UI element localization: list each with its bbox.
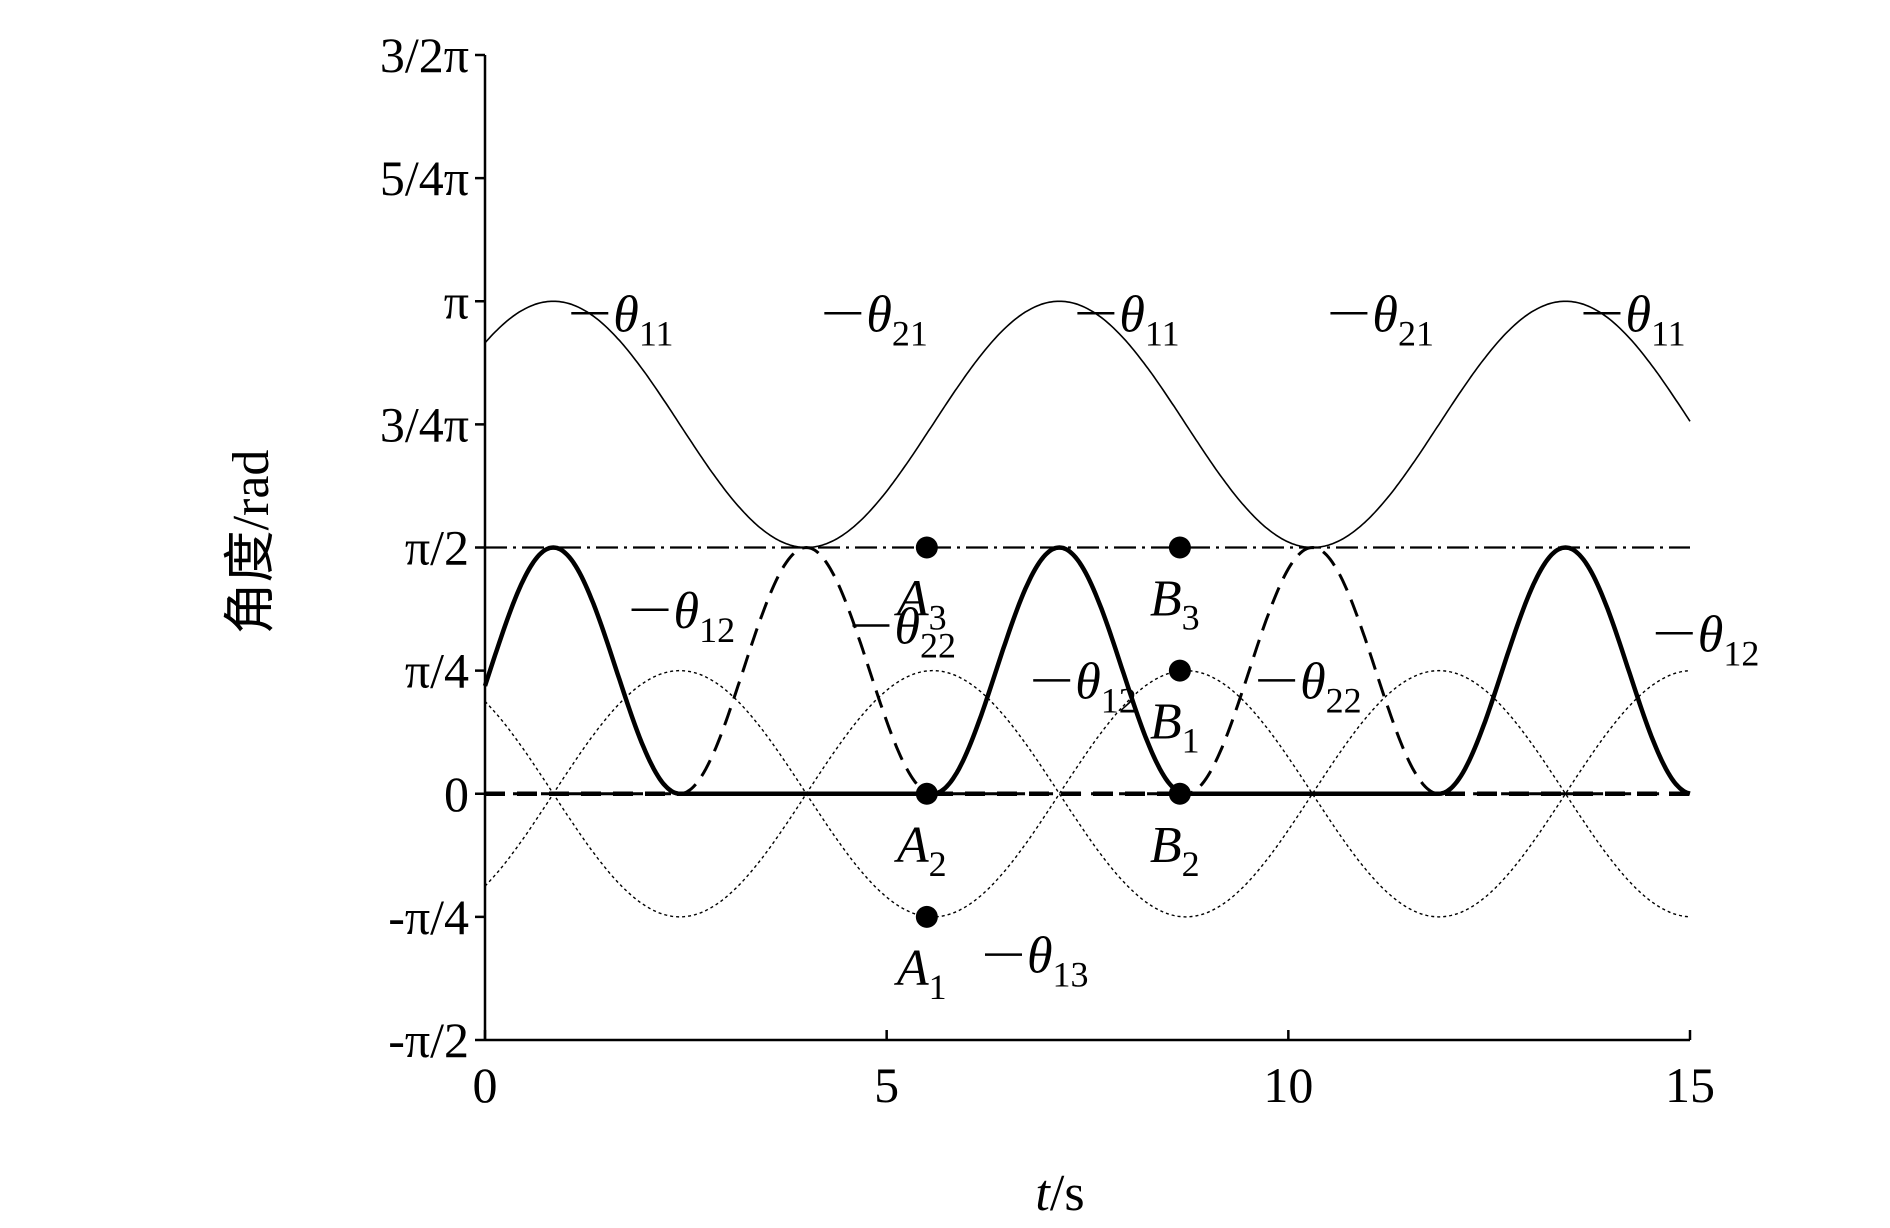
curve-label-theta13: θ13 <box>1027 928 1089 995</box>
curve-label-theta11: θ11 <box>613 286 673 353</box>
series-group <box>482 300 1691 918</box>
x-tick-label: 15 <box>1665 1057 1715 1113</box>
y-tick-label: -π/4 <box>388 889 469 945</box>
x-axis-label-symbol: t <box>1035 1165 1051 1222</box>
point-label-a2: A2 <box>894 817 947 884</box>
curve-label-theta21: θ21 <box>1372 286 1434 353</box>
y-tick-label: 5/4π <box>380 150 469 206</box>
y-axis-label: 角度/rad <box>223 450 280 635</box>
y-tick-label: π/2 <box>405 520 469 576</box>
x-tick-label: 10 <box>1263 1057 1313 1113</box>
y-tick-label: 3/4π <box>380 396 469 452</box>
point-label-a3: A3 <box>894 571 947 638</box>
y-tick-label: -π/2 <box>388 1012 469 1068</box>
curve-label-theta11: θ11 <box>1625 286 1685 353</box>
axes-group: -π/2 -π/4 0 π/4 π/2 3/4π π 5/4π 3/2π 0 5 10 15 <box>380 27 1715 1113</box>
curve-label-theta21: θ21 <box>866 286 928 353</box>
point-a2 <box>915 782 938 805</box>
point-label-a1: A1 <box>894 940 947 1007</box>
point-label-b2: B2 <box>1150 817 1200 884</box>
series-line-0 <box>484 300 1691 549</box>
curve-label-theta22: θ22 <box>894 598 956 665</box>
y-tick-label: 0 <box>444 766 469 822</box>
x-tick-label: 0 <box>473 1057 498 1113</box>
point-label-b3: B3 <box>1150 571 1200 638</box>
curve-label-theta22: θ22 <box>1300 653 1362 720</box>
y-tick-label: 3/2π <box>380 27 469 83</box>
point-label-b1: B1 <box>1150 694 1200 761</box>
curve-label-theta12: θ12 <box>674 583 736 650</box>
series-line-4 <box>484 669 1691 918</box>
curve-label-theta12: θ12 <box>1698 606 1760 673</box>
point-a3 <box>915 536 938 559</box>
curve-label-theta12: θ12 <box>1075 653 1137 720</box>
y-tick-label: π/4 <box>405 643 469 699</box>
x-tick-label: 5 <box>874 1057 899 1113</box>
annotations-group: θ11 θ21 θ11 θ21 θ11 θ12 θ22 θ12 θ22 θ12 θ13 <box>571 286 1760 995</box>
x-axis-label-unit: /s <box>1050 1165 1085 1222</box>
point-b3 <box>1168 536 1191 559</box>
point-b2 <box>1168 782 1191 805</box>
curve-label-theta11: θ11 <box>1119 286 1179 353</box>
x-axis-label: t/s <box>1035 1165 1084 1222</box>
point-a1 <box>915 905 938 928</box>
y-tick-label: π <box>444 273 469 329</box>
series-line-3 <box>484 669 1691 918</box>
marked-points-group: A1 A2 A3 B1 B2 B3 <box>894 536 1200 1007</box>
point-b1 <box>1168 659 1191 682</box>
